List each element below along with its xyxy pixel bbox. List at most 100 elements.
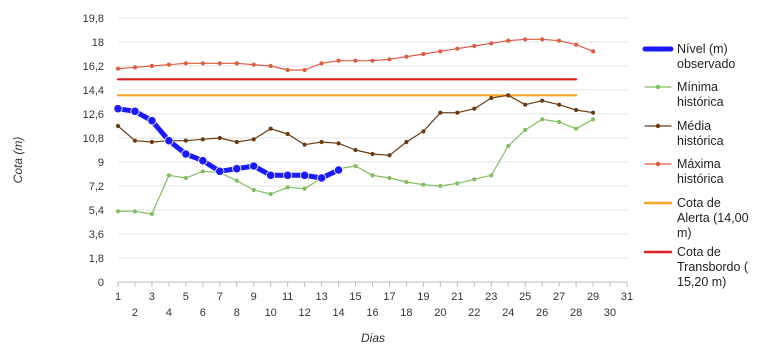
data-point: [285, 185, 290, 190]
x-tick-label: 20: [434, 307, 446, 319]
legend-label: Máxima: [677, 157, 721, 171]
data-point: [183, 138, 188, 143]
y-axis-title: Cota (m): [11, 137, 25, 184]
x-tick-label: 29: [587, 291, 599, 303]
data-point: [251, 62, 256, 67]
data-point: [251, 137, 256, 142]
data-point: [438, 49, 443, 54]
data-point: [149, 63, 155, 69]
data-point: [302, 67, 307, 73]
data-point: [316, 173, 327, 183]
x-tick-label: 25: [519, 291, 531, 303]
y-tick-label: 10,8: [83, 133, 104, 145]
data-point: [234, 178, 239, 183]
legend-entry: Nível (m)observado: [642, 42, 735, 71]
data-point: [181, 149, 191, 159]
data-point: [421, 182, 426, 187]
legend-marker: [655, 123, 661, 129]
data-point: [370, 173, 375, 178]
x-tick-label: 19: [417, 291, 429, 303]
y-tick-label: 5,4: [89, 205, 104, 217]
legend-label: Nível (m): [677, 42, 728, 56]
x-tick-label: 26: [536, 307, 548, 319]
data-point: [166, 173, 171, 178]
y-tick-label: 9: [98, 157, 104, 169]
x-tick-label: 14: [332, 307, 344, 319]
x-tick-label: 7: [217, 291, 223, 303]
x-tick-label: 17: [383, 291, 395, 303]
x-tick-label: 3: [149, 291, 155, 303]
data-point: [404, 179, 409, 185]
series-line: [117, 38, 594, 71]
data-point: [302, 186, 307, 191]
data-point: [333, 165, 344, 175]
data-point: [200, 137, 205, 142]
data-point: [147, 116, 157, 126]
x-tick-label: 5: [183, 291, 189, 303]
data-point: [132, 65, 138, 70]
data-point: [217, 135, 222, 141]
data-point: [489, 41, 494, 46]
series-0: [113, 104, 344, 183]
data-point: [455, 110, 460, 115]
data-point: [215, 166, 225, 176]
x-tick-label: 2: [132, 307, 138, 319]
data-point: [130, 106, 140, 116]
data-point: [268, 126, 273, 131]
y-tick-label: 19,8: [83, 13, 104, 25]
data-point: [115, 66, 121, 71]
y-axis-ticks: 0 1,8 3,6 5,4 7,2 9 10,8 12,6 14,4 16,2 18 19,8: [83, 13, 104, 289]
data-point: [336, 141, 341, 146]
legend-label: histórica: [677, 134, 724, 148]
data-point: [455, 181, 460, 186]
data-point: [200, 61, 205, 66]
data-point: [302, 142, 307, 147]
data-point: [472, 106, 477, 111]
legend-label: Mínima: [677, 80, 718, 94]
y-tick-label: 3,6: [89, 229, 104, 241]
y-tick-label: 7,2: [89, 181, 104, 193]
data-point: [319, 61, 324, 66]
data-point: [183, 175, 188, 181]
data-point: [132, 138, 138, 143]
data-point: [149, 211, 155, 217]
data-point: [438, 183, 443, 189]
x-tick-label: 21: [451, 291, 463, 303]
data-point: [234, 61, 239, 66]
data-point: [370, 58, 375, 63]
x-tick-label: 28: [570, 307, 582, 319]
data-point: [590, 49, 596, 54]
legend-label: observado: [677, 57, 735, 71]
data-point: [283, 170, 293, 180]
data-point: [319, 139, 324, 145]
data-point: [353, 147, 358, 153]
x-axis-title: Dias: [361, 331, 385, 345]
data-point: [166, 62, 171, 67]
data-point: [183, 61, 188, 66]
data-point: [506, 38, 511, 43]
data-point: [540, 98, 545, 103]
data-point: [200, 169, 205, 174]
data-point: [489, 95, 494, 101]
data-point: [540, 117, 545, 122]
data-point: [251, 187, 256, 193]
x-tick-label: 15: [349, 291, 361, 303]
series-line: [117, 94, 594, 156]
data-point: [438, 110, 443, 115]
x-tick-label: 8: [234, 307, 240, 319]
y-tick-label: 18: [92, 37, 104, 49]
data-point: [266, 170, 276, 180]
data-point: [115, 123, 121, 129]
x-tick-label: 18: [400, 307, 412, 319]
data-point: [164, 136, 174, 146]
series-2: [115, 93, 596, 158]
data-point: [232, 164, 242, 174]
legend-label: Cota de: [677, 196, 721, 210]
series-1: [115, 117, 596, 217]
x-tick-label: 24: [502, 307, 514, 319]
data-point: [472, 177, 477, 182]
x-tick-label: 22: [468, 307, 480, 319]
data-point: [557, 119, 562, 125]
